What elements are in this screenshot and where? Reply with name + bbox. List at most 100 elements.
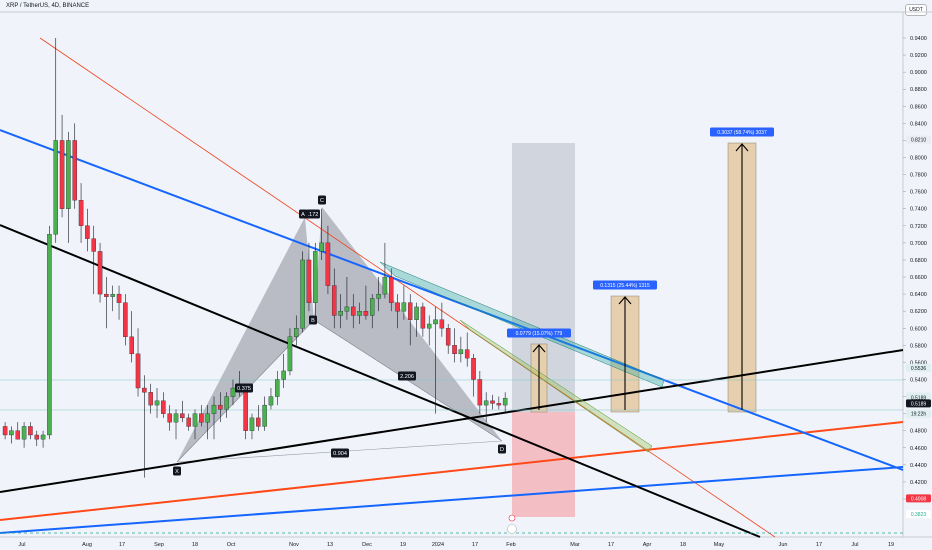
price-badge-bg <box>906 494 931 503</box>
candle <box>388 268 394 312</box>
candle <box>47 225 52 440</box>
price-badge-bg <box>906 135 931 144</box>
candle <box>224 392 229 418</box>
candle-body <box>376 293 381 299</box>
projection-label-badge <box>710 127 774 137</box>
orange-support-line[interactable] <box>0 421 904 521</box>
x-tick-label: 13 <box>327 542 333 548</box>
candle-body <box>21 426 27 440</box>
candle <box>211 396 217 440</box>
candle-body <box>199 413 204 423</box>
time-axis[interactable]: Jul Aug 17 Sep 18 Oct Nov 13 Dec 19 2024 17 Feb Mar 17… <box>18 542 894 548</box>
x-tick-label: 19 <box>400 542 406 548</box>
price-badge-text: 0.5189 <box>911 401 927 407</box>
y-tick-label: 0.4800 <box>910 429 927 435</box>
candle <box>110 285 115 312</box>
candle-body <box>395 302 400 312</box>
pattern-point-badge <box>309 315 317 325</box>
candle <box>72 123 77 209</box>
y-tick-label: 0.5800 <box>910 343 927 349</box>
price-badge: 0.8210 <box>906 135 931 144</box>
y-tick-label: 0.4600 <box>910 446 927 452</box>
price-badge-text: 19:22h <box>911 412 927 418</box>
candle-body <box>9 430 14 436</box>
candle-body <box>338 311 343 316</box>
candle <box>116 285 122 320</box>
candle-body <box>256 417 261 427</box>
red-trendline-steep[interactable] <box>39 37 776 538</box>
candle <box>205 405 210 440</box>
short-position-target-zone[interactable] <box>512 412 575 517</box>
blue-resistance-line[interactable] <box>0 129 904 471</box>
pattern-ratio-badge <box>398 371 416 381</box>
candle <box>376 277 381 312</box>
x-tick-label: Dec <box>362 542 372 548</box>
candle-body <box>180 413 185 419</box>
candle-body <box>85 225 90 239</box>
candle-body <box>433 319 438 325</box>
candle <box>167 405 172 431</box>
pattern-point-label: A <box>301 212 305 218</box>
candle <box>199 405 204 427</box>
x-tick-label: Jul <box>18 542 25 548</box>
candle <box>382 242 388 299</box>
black-ascending-line[interactable] <box>0 349 904 493</box>
candle-body <box>483 400 489 406</box>
candle-body <box>66 140 71 209</box>
green-channel[interactable] <box>459 319 653 453</box>
pattern-bcd-triangle[interactable] <box>314 207 502 441</box>
price-badge-text: 0.5189 <box>911 395 927 401</box>
candle <box>161 392 166 418</box>
candle <box>148 383 153 414</box>
candle <box>91 225 96 295</box>
candle-body <box>91 238 96 252</box>
price-badge-text: 0.4008 <box>911 496 927 502</box>
candle <box>2 422 8 440</box>
y-tick-label: 0.7600 <box>910 190 927 196</box>
pattern-point-badge <box>173 466 181 476</box>
price-badge: 19:22h <box>906 409 931 418</box>
candle-body <box>129 336 134 355</box>
y-tick-label: 0.7400 <box>910 207 927 213</box>
candle <box>59 114 65 218</box>
candle <box>287 328 293 376</box>
candle <box>338 294 343 329</box>
candle <box>344 277 350 320</box>
pattern-point-label: B <box>311 318 315 324</box>
y-tick-label: 0.4400 <box>910 463 927 469</box>
candle <box>262 396 267 431</box>
x-tick-label: May <box>714 542 725 548</box>
x-tick-label: Oct <box>227 542 236 548</box>
candle <box>268 388 274 410</box>
projection-label: 0.1315 (25.44%) 1315 <box>593 280 657 290</box>
currency-selector[interactable]: USDT <box>905 4 927 16</box>
candle-body <box>350 306 356 316</box>
y-tick-label: 0.7800 <box>910 173 927 179</box>
replay-marker[interactable] <box>507 514 517 534</box>
pattern-point-a: A <box>299 209 307 219</box>
pattern-xab-triangle[interactable] <box>177 217 314 462</box>
black-descending-line[interactable] <box>0 224 761 538</box>
candle <box>439 302 445 337</box>
candle-body <box>104 293 109 297</box>
candle <box>414 302 419 337</box>
y-tick-label: 0.6800 <box>910 258 927 264</box>
candle <box>401 285 407 320</box>
y-tick-label: 0.9200 <box>910 53 927 59</box>
candle <box>483 392 489 423</box>
pattern-point-label: C <box>320 198 324 204</box>
candle <box>28 422 33 440</box>
candle-body <box>123 302 128 337</box>
blue-support-line[interactable] <box>0 466 904 534</box>
candle-body <box>40 434 46 440</box>
price-axis[interactable]: 0.40000.42000.44000.46000.48000.50000.52… <box>903 36 927 503</box>
candle-body <box>401 302 407 312</box>
candle-body <box>344 306 350 312</box>
x-tick-label: 17 <box>119 542 125 548</box>
pattern-point-b: B <box>309 315 317 325</box>
candle-body <box>186 417 191 427</box>
pattern-point-c: C <box>318 195 326 205</box>
teal-channel[interactable] <box>379 261 665 388</box>
